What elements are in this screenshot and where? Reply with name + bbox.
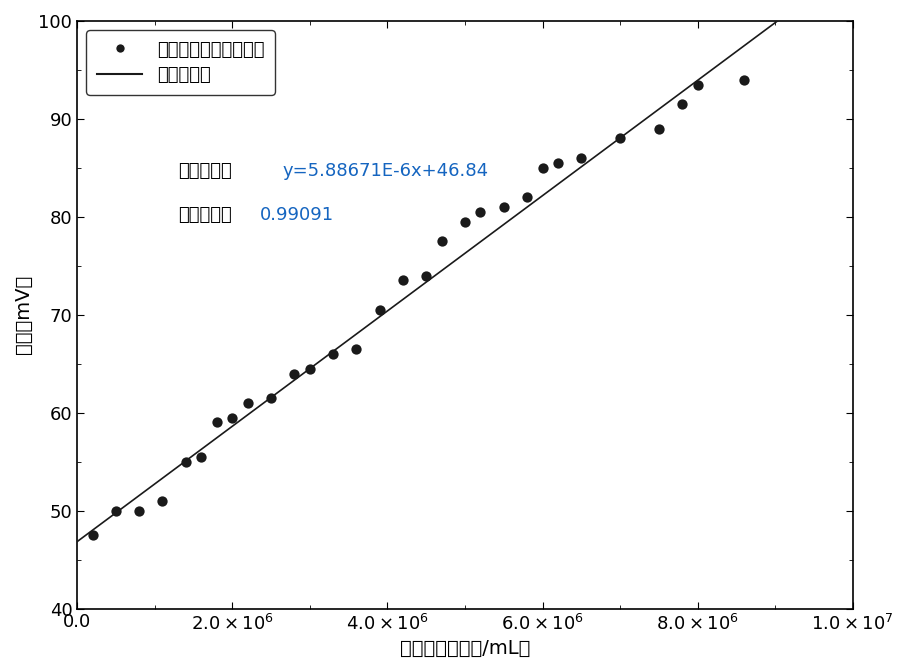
电压随小球藻浓度变化 xyxy=(194,452,209,462)
电压随小球藻浓度变化 xyxy=(497,202,511,212)
电压随小球藻浓度变化 xyxy=(350,343,364,354)
电压随小球藻浓度变化 xyxy=(690,79,705,90)
Text: y=5.88671E-6x+46.84: y=5.88671E-6x+46.84 xyxy=(282,162,489,180)
电压随小球藻浓度变化 xyxy=(241,398,255,409)
电压随小球藻浓度变化 xyxy=(737,75,752,85)
电压随小球藻浓度变化 xyxy=(652,123,666,134)
电压随小球藻浓度变化 xyxy=(434,236,449,247)
电压随小球藻浓度变化 xyxy=(613,133,627,144)
Legend: 电压随小球藻浓度变化, 线性拟合线: 电压随小球藻浓度变化, 线性拟合线 xyxy=(86,30,275,95)
电压随小球藻浓度变化 xyxy=(372,304,387,315)
电压随小球藻浓度变化 xyxy=(675,99,689,110)
电压随小球藻浓度变化 xyxy=(210,417,224,428)
电压随小球藻浓度变化 xyxy=(551,157,566,168)
电压随小球藻浓度变化 xyxy=(458,216,472,227)
Y-axis label: 电压（mV）: 电压（mV） xyxy=(14,275,33,354)
电压随小球藻浓度变化 xyxy=(132,505,146,516)
电压随小球藻浓度变化 xyxy=(225,412,240,423)
电压随小球藻浓度变化 xyxy=(85,530,100,540)
电压随小球藻浓度变化 xyxy=(287,368,301,379)
电压随小球藻浓度变化 xyxy=(326,349,340,360)
Text: 拟合方程：: 拟合方程： xyxy=(178,162,232,180)
电压随小球藻浓度变化 xyxy=(109,505,123,516)
Text: 相关系数：: 相关系数： xyxy=(178,206,232,224)
电压随小球藻浓度变化 xyxy=(519,192,534,202)
电压随小球藻浓度变化 xyxy=(155,495,170,506)
电压随小球藻浓度变化 xyxy=(574,153,588,163)
电压随小球藻浓度变化 xyxy=(179,456,193,467)
Text: 0.99091: 0.99091 xyxy=(260,206,333,224)
电压随小球藻浓度变化 xyxy=(419,270,433,281)
X-axis label: 小球藻浓度（个/mL）: 小球藻浓度（个/mL） xyxy=(400,639,530,658)
电压随小球藻浓度变化 xyxy=(536,163,550,173)
电压随小球藻浓度变化 xyxy=(264,392,279,403)
电压随小球藻浓度变化 xyxy=(396,275,410,286)
电压随小球藻浓度变化 xyxy=(473,206,488,217)
电压随小球藻浓度变化 xyxy=(302,364,317,374)
